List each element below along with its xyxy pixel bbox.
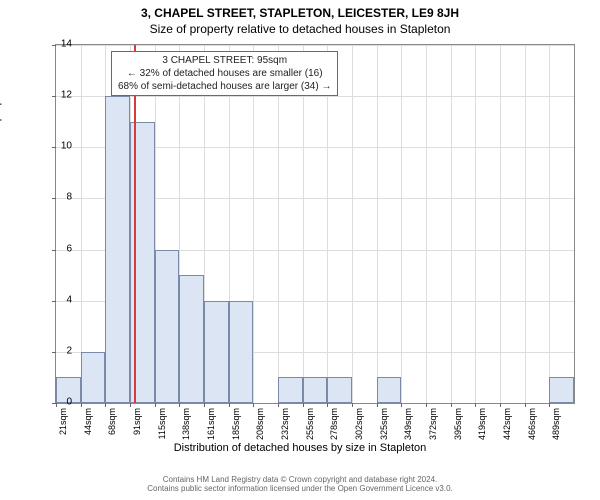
gridline-v bbox=[475, 45, 476, 403]
xtick-label: 466sqm bbox=[527, 408, 537, 440]
xtick-label: 21sqm bbox=[58, 408, 68, 435]
xtick-mark bbox=[81, 403, 82, 407]
annotation-line1: 3 CHAPEL STREET: 95sqm bbox=[118, 54, 331, 67]
footnote-line1: Contains HM Land Registry data © Crown c… bbox=[0, 475, 600, 485]
xtick-mark bbox=[377, 403, 378, 407]
xtick-mark bbox=[229, 403, 230, 407]
gridline-v bbox=[377, 45, 378, 403]
xtick-label: 68sqm bbox=[107, 408, 117, 435]
histogram-bar bbox=[229, 301, 254, 403]
gridline-v bbox=[253, 45, 254, 403]
footnote-line2: Contains public sector information licen… bbox=[0, 484, 600, 494]
histogram-bar bbox=[155, 250, 180, 403]
xtick-label: 325sqm bbox=[379, 408, 389, 440]
histogram-bar bbox=[549, 377, 574, 403]
title-subtitle: Size of property relative to detached ho… bbox=[0, 22, 600, 36]
xtick-mark bbox=[204, 403, 205, 407]
xtick-mark bbox=[549, 403, 550, 407]
gridline-v bbox=[352, 45, 353, 403]
xtick-mark bbox=[327, 403, 328, 407]
ytick-label: 8 bbox=[52, 192, 72, 203]
title-address: 3, CHAPEL STREET, STAPLETON, LEICESTER, … bbox=[0, 6, 600, 20]
xtick-mark bbox=[451, 403, 452, 407]
ytick-label: 0 bbox=[52, 397, 72, 408]
x-axis-label: Distribution of detached houses by size … bbox=[0, 442, 600, 454]
xtick-mark bbox=[155, 403, 156, 407]
xtick-mark bbox=[130, 403, 131, 407]
annotation-line2: ← 32% of detached houses are smaller (16… bbox=[118, 67, 331, 80]
gridline-v bbox=[81, 45, 82, 403]
gridline-v bbox=[549, 45, 550, 403]
gridline-v bbox=[426, 45, 427, 403]
xtick-mark bbox=[525, 403, 526, 407]
xtick-label: 91sqm bbox=[132, 408, 142, 435]
xtick-label: 489sqm bbox=[551, 408, 561, 440]
histogram-bar bbox=[278, 377, 303, 403]
gridline-v bbox=[401, 45, 402, 403]
histogram-bar bbox=[204, 301, 229, 403]
xtick-mark bbox=[179, 403, 180, 407]
gridline-v bbox=[278, 45, 279, 403]
ytick-label: 14 bbox=[52, 39, 72, 50]
xtick-label: 278sqm bbox=[329, 408, 339, 440]
xtick-label: 232sqm bbox=[280, 408, 290, 440]
annotation-line3: 68% of semi-detached houses are larger (… bbox=[118, 80, 331, 93]
histogram-bar bbox=[377, 377, 402, 403]
xtick-mark bbox=[352, 403, 353, 407]
xtick-mark bbox=[278, 403, 279, 407]
ytick-label: 2 bbox=[52, 345, 72, 356]
gridline-v bbox=[303, 45, 304, 403]
reference-annotation: 3 CHAPEL STREET: 95sqm ← 32% of detached… bbox=[111, 51, 338, 96]
gridline-v bbox=[525, 45, 526, 403]
ytick-label: 10 bbox=[52, 141, 72, 152]
xtick-label: 395sqm bbox=[453, 408, 463, 440]
gridline-v bbox=[500, 45, 501, 403]
footnote: Contains HM Land Registry data © Crown c… bbox=[0, 475, 600, 494]
xtick-label: 442sqm bbox=[502, 408, 512, 440]
xtick-mark bbox=[475, 403, 476, 407]
xtick-label: 185sqm bbox=[231, 408, 241, 440]
xtick-label: 349sqm bbox=[403, 408, 413, 440]
xtick-label: 419sqm bbox=[477, 408, 487, 440]
ytick-label: 4 bbox=[52, 294, 72, 305]
xtick-mark bbox=[426, 403, 427, 407]
xtick-mark bbox=[401, 403, 402, 407]
xtick-label: 372sqm bbox=[428, 408, 438, 440]
xtick-label: 138sqm bbox=[181, 408, 191, 440]
histogram-bar bbox=[179, 275, 204, 403]
histogram-bar bbox=[303, 377, 328, 403]
gridline-v bbox=[451, 45, 452, 403]
xtick-mark bbox=[253, 403, 254, 407]
xtick-label: 255sqm bbox=[305, 408, 315, 440]
y-axis-label: Number of detached properties bbox=[0, 72, 2, 224]
histogram-plot: 3 CHAPEL STREET: 95sqm ← 32% of detached… bbox=[55, 44, 575, 404]
ytick-label: 6 bbox=[52, 243, 72, 254]
xtick-label: 208sqm bbox=[255, 408, 265, 440]
xtick-mark bbox=[500, 403, 501, 407]
ytick-label: 12 bbox=[52, 90, 72, 101]
xtick-label: 302sqm bbox=[354, 408, 364, 440]
xtick-mark bbox=[105, 403, 106, 407]
xtick-label: 44sqm bbox=[83, 408, 93, 435]
xtick-label: 161sqm bbox=[206, 408, 216, 440]
histogram-bar bbox=[81, 352, 106, 403]
histogram-bar bbox=[327, 377, 352, 403]
histogram-bar bbox=[105, 96, 130, 403]
xtick-mark bbox=[303, 403, 304, 407]
xtick-label: 115sqm bbox=[157, 408, 167, 439]
gridline-v bbox=[327, 45, 328, 403]
reference-line bbox=[134, 45, 136, 403]
